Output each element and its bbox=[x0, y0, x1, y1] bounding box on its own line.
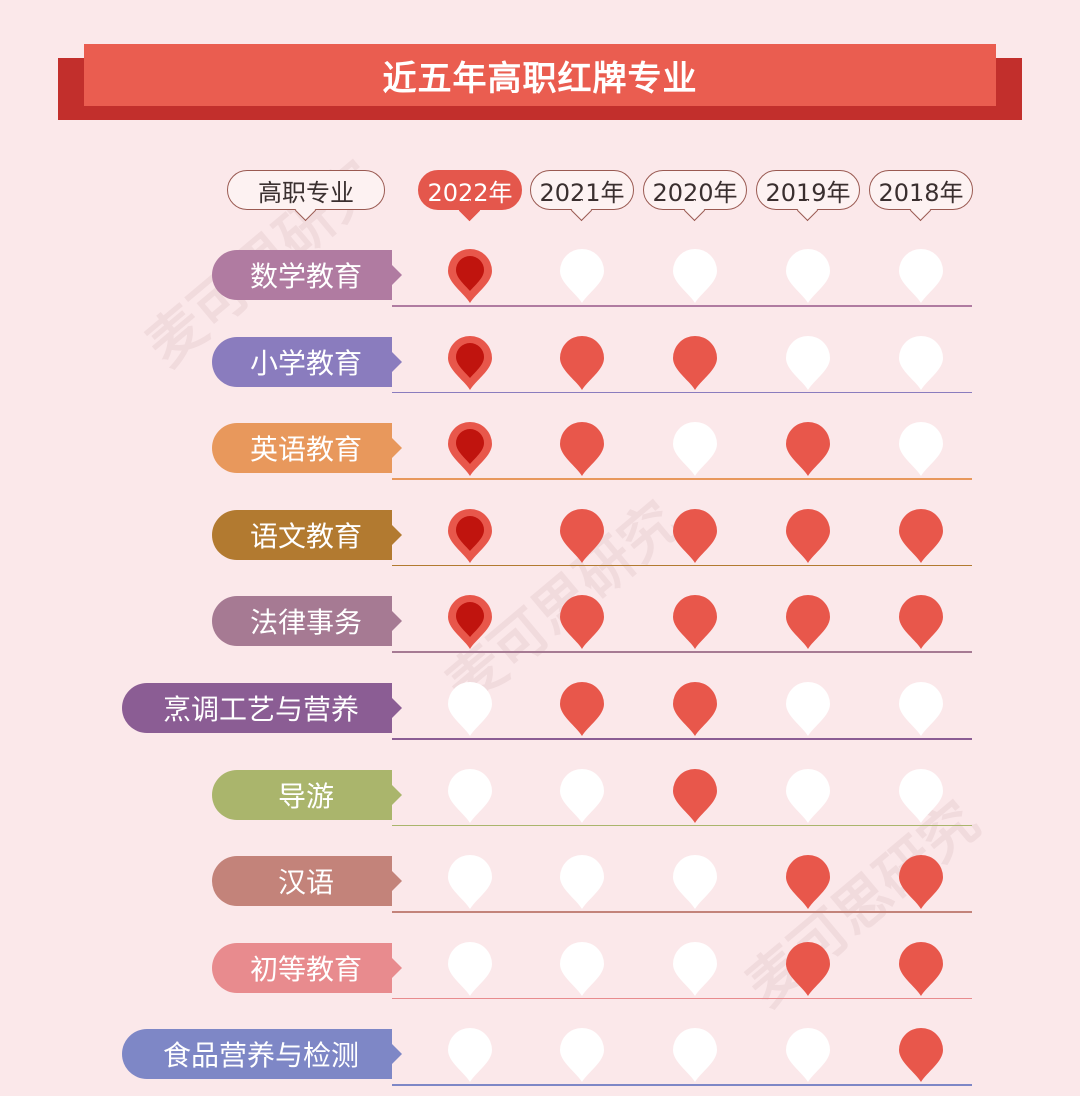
unmarked-pin-icon bbox=[786, 768, 830, 823]
row-divider bbox=[392, 391, 972, 394]
marked-pin-icon bbox=[448, 422, 492, 477]
row-label: 小学教育 bbox=[212, 336, 402, 387]
row-label: 汉语 bbox=[212, 856, 402, 907]
marked-pin-icon bbox=[786, 595, 830, 650]
row-label: 导游 bbox=[212, 769, 402, 820]
unmarked-pin-icon bbox=[899, 682, 943, 736]
marked-pin-icon bbox=[899, 941, 943, 996]
marked-pin-icon bbox=[560, 422, 604, 477]
marked-pin-icon bbox=[560, 335, 604, 390]
row-label: 英语教育 bbox=[212, 423, 402, 474]
marked-pin-icon bbox=[448, 335, 492, 390]
marked-pin-icon bbox=[899, 508, 943, 563]
marked-pin-icon bbox=[673, 682, 717, 736]
column-header: 2019年 bbox=[756, 170, 860, 210]
row-divider bbox=[392, 564, 972, 567]
marked-pin-icon bbox=[673, 768, 717, 823]
unmarked-pin-icon bbox=[448, 1028, 492, 1083]
marked-pin-icon bbox=[560, 508, 604, 563]
unmarked-pin-icon bbox=[899, 422, 943, 477]
unmarked-pin-icon bbox=[673, 422, 717, 477]
marked-pin-icon bbox=[786, 941, 830, 996]
unmarked-pin-icon bbox=[899, 335, 943, 390]
marked-pin-icon bbox=[786, 855, 830, 910]
row-divider bbox=[392, 824, 972, 827]
row-header: 高职专业 bbox=[227, 170, 385, 210]
page-title: 近五年高职红牌专业 bbox=[84, 44, 996, 106]
marked-pin-icon bbox=[448, 249, 492, 303]
marked-pin-icon bbox=[673, 335, 717, 390]
column-header: 2021年 bbox=[530, 170, 634, 210]
marked-pin-icon bbox=[786, 508, 830, 563]
row-label: 法律事务 bbox=[212, 596, 402, 647]
unmarked-pin-icon bbox=[786, 682, 830, 736]
unmarked-pin-icon bbox=[448, 768, 492, 823]
unmarked-pin-icon bbox=[448, 941, 492, 996]
row-divider bbox=[392, 997, 972, 1000]
row-label: 语文教育 bbox=[212, 509, 402, 560]
row-divider bbox=[392, 305, 972, 307]
marked-pin-icon bbox=[786, 422, 830, 477]
marked-pin-icon bbox=[899, 855, 943, 910]
unmarked-pin-icon bbox=[560, 941, 604, 996]
row-label: 烹调工艺与营养 bbox=[122, 683, 402, 733]
unmarked-pin-icon bbox=[786, 1028, 830, 1083]
unmarked-pin-icon bbox=[560, 768, 604, 823]
column-header: 2022年 bbox=[418, 170, 522, 210]
unmarked-pin-icon bbox=[899, 249, 943, 303]
marked-pin-icon bbox=[560, 595, 604, 650]
marked-pin-icon bbox=[899, 1028, 943, 1083]
row-divider bbox=[392, 1084, 972, 1086]
marked-pin-icon bbox=[448, 595, 492, 650]
row-divider bbox=[392, 651, 972, 653]
unmarked-pin-icon bbox=[899, 768, 943, 823]
marked-pin-icon bbox=[673, 508, 717, 563]
watermark: 麦可思研究 bbox=[735, 789, 992, 1020]
unmarked-pin-icon bbox=[448, 682, 492, 736]
row-label: 初等教育 bbox=[212, 942, 402, 993]
unmarked-pin-icon bbox=[673, 941, 717, 996]
unmarked-pin-icon bbox=[786, 249, 830, 303]
unmarked-pin-icon bbox=[560, 855, 604, 910]
row-divider bbox=[392, 738, 972, 740]
row-label: 食品营养与检测 bbox=[122, 1029, 402, 1080]
marked-pin-icon bbox=[448, 508, 492, 563]
row-divider bbox=[392, 478, 972, 480]
unmarked-pin-icon bbox=[560, 1028, 604, 1083]
marked-pin-icon bbox=[899, 595, 943, 650]
unmarked-pin-icon bbox=[786, 335, 830, 390]
marked-pin-icon bbox=[560, 682, 604, 736]
row-divider bbox=[392, 911, 972, 913]
marked-pin-icon bbox=[673, 595, 717, 650]
unmarked-pin-icon bbox=[673, 1028, 717, 1083]
column-header: 2018年 bbox=[869, 170, 973, 210]
column-header: 2020年 bbox=[643, 170, 747, 210]
unmarked-pin-icon bbox=[448, 855, 492, 910]
unmarked-pin-icon bbox=[673, 249, 717, 303]
row-label: 数学教育 bbox=[212, 250, 402, 300]
unmarked-pin-icon bbox=[673, 855, 717, 910]
unmarked-pin-icon bbox=[560, 249, 604, 303]
